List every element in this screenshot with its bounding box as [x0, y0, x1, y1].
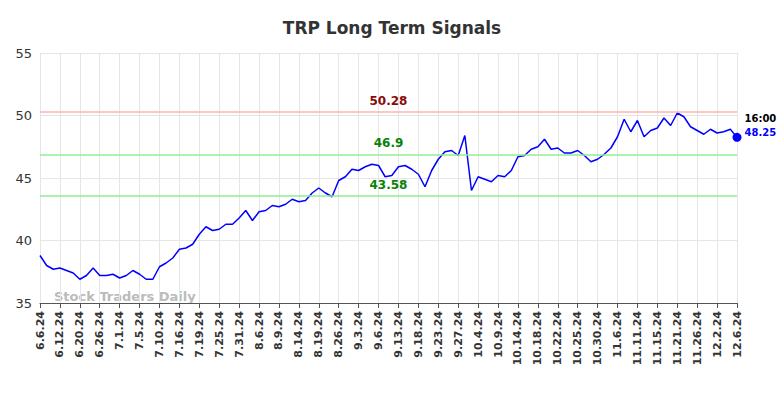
svg-text:10.4.24: 10.4.24	[472, 311, 485, 358]
svg-text:9.23.24: 9.23.24	[432, 311, 445, 358]
svg-text:16:00: 16:00	[745, 113, 777, 124]
svg-text:6.20.24: 6.20.24	[73, 311, 86, 358]
svg-text:Stock Traders Daily: Stock Traders Daily	[54, 289, 196, 304]
svg-text:10.30.24: 10.30.24	[591, 311, 604, 366]
svg-text:40: 40	[15, 233, 32, 248]
svg-text:7.19.24: 7.19.24	[193, 311, 206, 358]
svg-text:8.26.24: 8.26.24	[332, 311, 345, 358]
svg-text:9.18.24: 9.18.24	[412, 311, 425, 358]
svg-text:8.6.24: 8.6.24	[253, 311, 266, 350]
svg-text:6.26.24: 6.26.24	[93, 311, 106, 358]
svg-text:48.25: 48.25	[745, 127, 777, 138]
svg-text:12.2.24: 12.2.24	[711, 311, 724, 358]
svg-text:8.9.24: 8.9.24	[272, 311, 285, 350]
svg-text:7.10.24: 7.10.24	[153, 311, 166, 358]
svg-text:8.14.24: 8.14.24	[292, 311, 305, 358]
svg-text:50: 50	[15, 108, 32, 123]
svg-text:6.12.24: 6.12.24	[53, 311, 66, 358]
svg-text:10.18.24: 10.18.24	[531, 311, 544, 366]
svg-text:11.6.24: 11.6.24	[611, 311, 624, 358]
svg-text:9.6.24: 9.6.24	[372, 311, 385, 350]
svg-text:6.6.24: 6.6.24	[34, 311, 47, 350]
svg-text:9.3.24: 9.3.24	[352, 311, 365, 350]
svg-text:35: 35	[15, 296, 32, 311]
svg-text:7.1.24: 7.1.24	[113, 311, 126, 350]
svg-text:10.9.24: 10.9.24	[492, 311, 505, 358]
svg-text:7.5.24: 7.5.24	[133, 311, 146, 350]
svg-text:43.58: 43.58	[370, 178, 408, 192]
svg-text:55: 55	[15, 46, 32, 61]
svg-text:10.14.24: 10.14.24	[511, 311, 524, 366]
svg-text:11.26.24: 11.26.24	[691, 311, 704, 366]
svg-text:10.22.24: 10.22.24	[551, 311, 564, 366]
svg-text:8.19.24: 8.19.24	[312, 311, 325, 358]
svg-text:11.15.24: 11.15.24	[651, 311, 664, 366]
svg-text:46.9: 46.9	[374, 136, 404, 150]
svg-text:10.25.24: 10.25.24	[571, 311, 584, 366]
svg-text:TRP Long Term Signals: TRP Long Term Signals	[283, 18, 501, 38]
svg-text:7.31.24: 7.31.24	[233, 311, 246, 358]
svg-text:11.21.24: 11.21.24	[671, 311, 684, 366]
svg-text:11.11.24: 11.11.24	[631, 311, 644, 366]
svg-text:45: 45	[15, 171, 32, 186]
svg-text:7.16.24: 7.16.24	[173, 311, 186, 358]
svg-text:12.6.24: 12.6.24	[731, 311, 744, 358]
svg-text:7.25.24: 7.25.24	[213, 311, 226, 358]
svg-text:50.28: 50.28	[370, 94, 408, 108]
svg-text:9.13.24: 9.13.24	[392, 311, 405, 358]
svg-text:9.27.24: 9.27.24	[452, 311, 465, 358]
